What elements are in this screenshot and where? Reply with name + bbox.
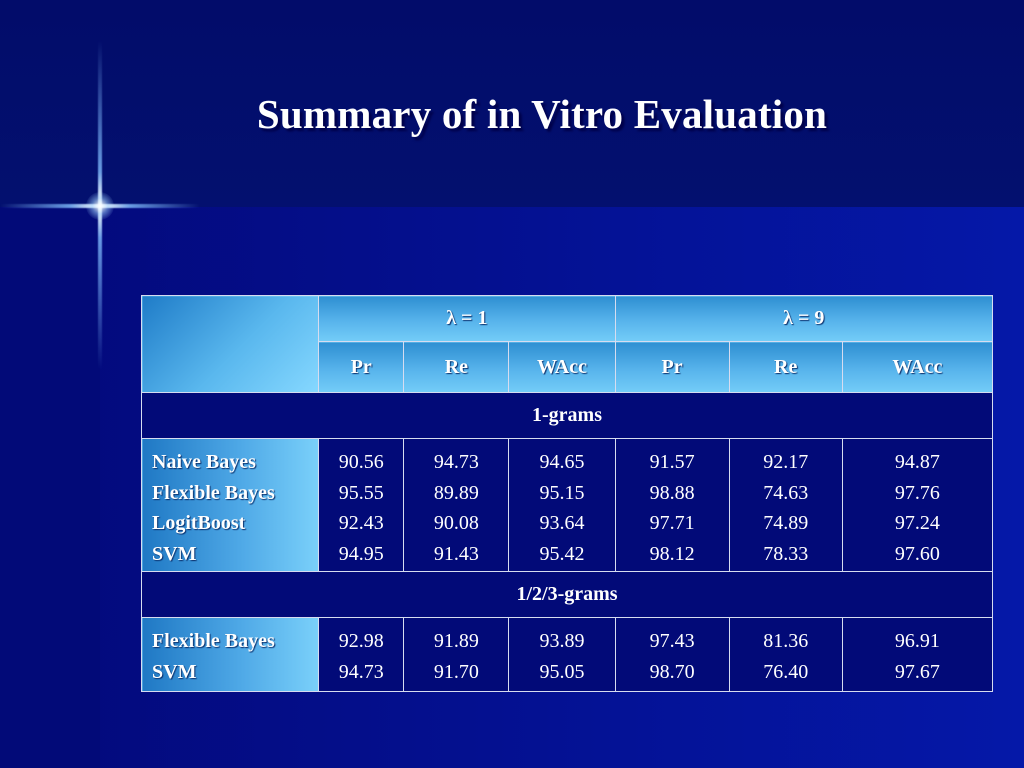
table-value: 93.89 [539,630,585,652]
slide-title: Summary of in Vitro Evaluation [256,91,828,137]
table-value: 76.40 [763,660,809,683]
values-cell: 91.89 91.70 [403,617,510,692]
values-cell: 92.17 74.63 74.89 78.33 [728,438,843,572]
metric-header: Re [728,341,843,393]
table-value: 91.57 [649,451,695,473]
table-value: 78.33 [763,542,809,565]
metric-header: WAcc [508,341,616,393]
metric-header: Re [403,341,510,393]
table-value: 74.89 [763,512,809,534]
lambda-header-row: λ = 1 λ = 9 [140,295,994,393]
values-cell: 94.87 97.76 97.24 97.60 [841,438,994,572]
table-value: 94.65 [539,451,585,473]
lambda-header: λ = 1 [318,295,616,342]
method-label: Naive Bayes [152,451,256,473]
method-label: LogitBoost [152,512,246,534]
values-cell: 91.57 98.88 97.71 98.12 [614,438,730,572]
values-cell: 90.56 95.55 92.43 94.95 [318,438,405,572]
values-cell: 96.91 97.67 [841,617,994,692]
metric-header: WAcc [841,341,994,393]
method-labels-cell: Naive Bayes Flexible Bayes LogitBoost SV… [140,438,320,572]
table-value: 94.95 [338,542,384,565]
data-row: Flexible Bayes SVM 92.98 94.73 91.89 91.… [140,617,994,692]
table-value: 98.70 [649,660,695,683]
table-value: 93.64 [539,512,585,534]
table-value: 97.43 [649,630,695,652]
values-cell: 93.89 95.05 [508,617,616,692]
metric-header-row: Pr Re WAcc Pr Re WAcc [142,341,994,393]
table-value: 81.36 [763,630,809,652]
table-value: 92.43 [338,512,384,534]
table-value: 90.56 [338,451,384,473]
table-value: 95.55 [338,481,384,504]
table-value: 98.88 [649,481,695,504]
table-value: 90.08 [433,512,479,534]
section-row: 1-grams [141,392,993,439]
table-value: 95.42 [539,542,585,565]
table-value: 94.73 [338,660,384,683]
values-cell: 94.73 89.89 90.08 91.43 [403,438,510,572]
method-label: SVM [152,542,197,565]
table-value: 92.17 [763,451,809,473]
metric-header: Pr [318,341,405,393]
table-value: 97.24 [894,512,940,534]
table-value: 97.71 [649,512,695,534]
background-left-strip [0,207,100,768]
method-labels-cell: Flexible Bayes SVM [140,617,320,692]
lambda-header: λ = 9 [614,295,994,342]
results-table: λ = 1 λ = 9 Pr Re WAcc Pr Re WAcc 1-gram… [140,295,994,692]
table-value: 91.70 [433,660,479,683]
table-value: 94.87 [894,451,940,473]
values-cell: 81.36 76.40 [728,617,843,692]
table-value: 89.89 [433,481,479,504]
table-value: 96.91 [894,630,940,652]
table-value: 94.73 [433,451,479,473]
corner-cell [140,295,320,393]
table-value: 74.63 [763,481,809,504]
data-row: Naive Bayes Flexible Bayes LogitBoost SV… [140,438,994,572]
method-label: Flexible Bayes [152,630,275,652]
background-top-band [0,0,1024,207]
section-title: 1-grams [141,392,993,439]
values-cell: 92.98 94.73 [318,617,405,692]
section-title: 1/2/3-grams [141,571,993,618]
table-value: 91.43 [433,542,479,565]
metric-header: Pr [614,341,730,393]
values-cell: 97.43 98.70 [614,617,730,692]
section-row: 1/2/3-grams [141,571,993,618]
table-value: 95.05 [539,660,585,683]
table-value: 97.76 [894,481,940,504]
table-value: 98.12 [649,542,695,565]
table-value: 97.67 [894,660,940,683]
values-cell: 94.65 95.15 93.64 95.42 [508,438,616,572]
method-label: SVM [152,660,197,683]
table-value: 91.89 [433,630,479,652]
method-label: Flexible Bayes [152,481,275,504]
table-value: 97.60 [894,542,940,565]
table-value: 92.98 [338,630,384,652]
sparkle-star-icon [86,192,114,220]
table-value: 95.15 [539,481,585,504]
